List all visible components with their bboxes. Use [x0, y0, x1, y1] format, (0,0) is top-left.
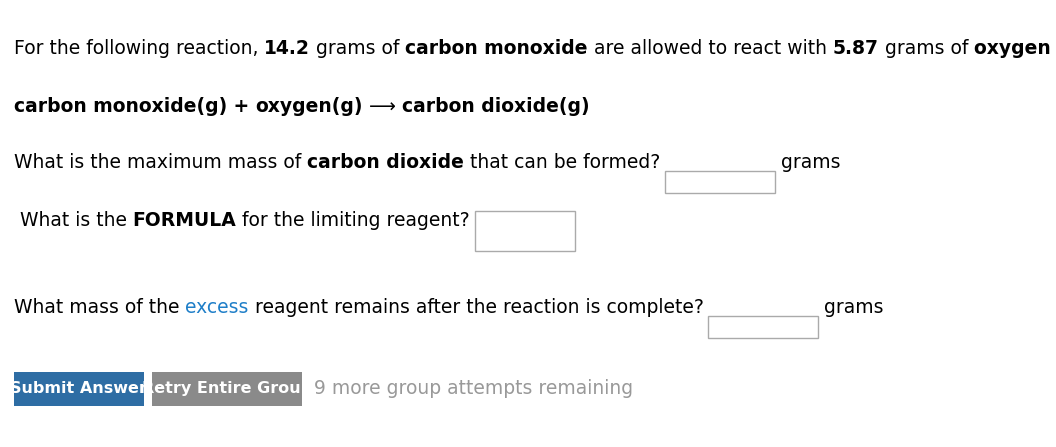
Text: ⟶: ⟶ [363, 97, 402, 116]
Text: oxygen(g): oxygen(g) [256, 97, 363, 116]
Text: oxygen gas: oxygen gas [975, 38, 1056, 58]
Text: FORMULA: FORMULA [133, 211, 237, 230]
Text: grams: grams [825, 298, 884, 317]
Text: 5.87: 5.87 [833, 38, 879, 58]
Text: grams of: grams of [310, 38, 406, 58]
Text: What mass of the: What mass of the [14, 298, 185, 317]
Text: grams of: grams of [879, 38, 975, 58]
Text: 14.2: 14.2 [264, 38, 310, 58]
Text: reagent remains after the reaction is complete?: reagent remains after the reaction is co… [248, 298, 703, 317]
Text: carbon monoxide: carbon monoxide [406, 38, 588, 58]
FancyBboxPatch shape [709, 316, 818, 338]
FancyBboxPatch shape [152, 372, 302, 406]
FancyBboxPatch shape [14, 372, 144, 406]
Text: are allowed to react with: are allowed to react with [588, 38, 833, 58]
Text: Retry Entire Group: Retry Entire Group [142, 381, 312, 396]
Text: Submit Answer: Submit Answer [11, 381, 147, 396]
Text: +: + [227, 97, 256, 116]
Text: For the following reaction,: For the following reaction, [14, 38, 264, 58]
Text: for the limiting reagent?: for the limiting reagent? [237, 211, 470, 230]
Text: 9 more group attempts remaining: 9 more group attempts remaining [314, 380, 633, 398]
Text: that can be formed?: that can be formed? [464, 152, 660, 172]
Text: carbon dioxide(g): carbon dioxide(g) [402, 97, 589, 116]
FancyBboxPatch shape [665, 171, 775, 193]
FancyBboxPatch shape [475, 211, 576, 251]
Text: What is the maximum mass of: What is the maximum mass of [14, 152, 307, 172]
Text: excess: excess [185, 298, 248, 317]
Text: carbon monoxide(g): carbon monoxide(g) [14, 97, 227, 116]
Text: What is the: What is the [14, 211, 133, 230]
Text: grams: grams [781, 152, 841, 172]
Text: carbon dioxide: carbon dioxide [307, 152, 464, 172]
